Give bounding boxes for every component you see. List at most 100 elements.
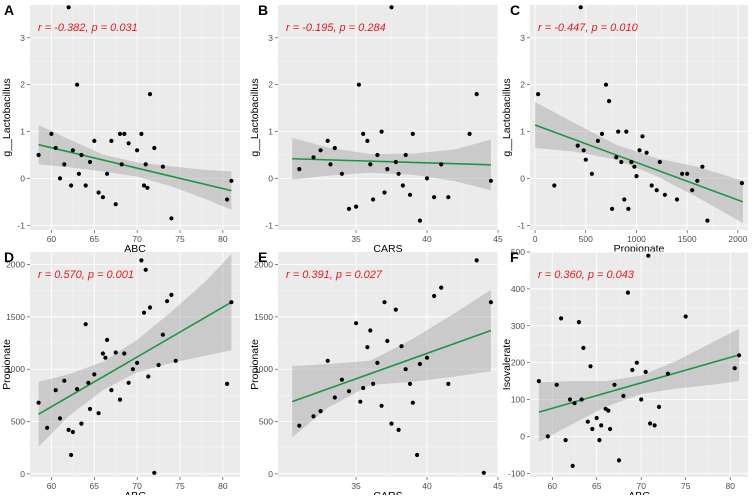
data-point (160, 164, 165, 169)
x-tick-label: 60 (47, 481, 57, 491)
data-point (325, 358, 330, 363)
data-point (385, 167, 390, 172)
y-tick-label: -1 (517, 220, 525, 230)
data-point (625, 290, 631, 295)
panel-c: 0 500 1000 1500 2000-10123Propionateg__Lacto… (501, 2, 748, 255)
x-tick-label: 1500 (678, 234, 697, 244)
data-point (100, 195, 105, 200)
y-tick-label: 3 (20, 33, 25, 43)
data-point (588, 364, 593, 369)
panel-letter-d: D (4, 249, 14, 265)
x-tick-label: 500 (579, 234, 593, 244)
gridlines-f (530, 251, 748, 477)
data-points-e (297, 258, 493, 475)
data-point (103, 355, 108, 360)
data-point (117, 131, 123, 136)
data-point (92, 372, 97, 377)
correlation-label-e: r = 0.391, p = 0.027 (286, 269, 383, 281)
data-point (368, 162, 373, 167)
data-point (62, 162, 67, 167)
data-point (415, 452, 420, 458)
panel-letter-a: A (4, 2, 14, 18)
data-point (624, 129, 629, 134)
data-point (371, 381, 376, 386)
y-axis-title-f: Isovalerate (501, 339, 513, 391)
data-point (575, 143, 580, 148)
data-point (552, 183, 557, 188)
data-point (614, 155, 619, 160)
data-point (629, 159, 634, 165)
data-point (87, 406, 93, 412)
data-point (371, 197, 376, 202)
plot-background-a (30, 5, 240, 230)
x-tick-label: 80 (218, 481, 228, 491)
data-point (396, 171, 401, 176)
data-point (467, 131, 472, 136)
plot-background-d (30, 252, 240, 477)
data-point (634, 174, 639, 179)
data-point (400, 183, 405, 188)
data-point (576, 320, 582, 325)
data-point (365, 138, 370, 143)
gridlines-e (278, 252, 499, 477)
data-point (407, 192, 413, 197)
x-tick-label: 40 (422, 481, 432, 491)
correlation-label-c: r = -0.447, p = 0.010 (538, 22, 639, 34)
data-point (446, 195, 451, 200)
y-tick-label: 1 (20, 127, 25, 137)
y-tick-label: 2 (20, 80, 25, 90)
y-tick-label: 200 (511, 358, 525, 368)
correlation-label-a: r = -0.382, p = 0.031 (38, 22, 138, 34)
data-point (594, 415, 599, 421)
data-point (536, 379, 542, 384)
data-point (79, 152, 84, 158)
data-point (339, 377, 344, 382)
data-point (339, 171, 344, 176)
data-point (146, 374, 151, 379)
x-tick-label: 45 (493, 234, 503, 244)
panel-f: 60 65 70 75 80 -100 0 100 200 300 400 500 ABC Isovale… (501, 247, 748, 500)
x-tick-label: 65 (592, 481, 602, 491)
y-tick-label: 500 (11, 417, 25, 427)
data-point (165, 299, 170, 304)
y-tick-label: 1 (268, 127, 273, 137)
data-point (113, 202, 118, 207)
data-point (662, 192, 668, 197)
data-point (737, 353, 742, 358)
x-tick-label: 35 (351, 481, 361, 491)
data-point (311, 414, 316, 419)
data-point (70, 429, 75, 435)
data-point (403, 367, 408, 372)
data-point (474, 258, 479, 263)
y-tick-label: 0 (268, 173, 273, 183)
data-point (109, 388, 114, 393)
data-point (570, 463, 575, 468)
axis-ticks-d: 60 65 70 75 80 0 500 1000 1500 2000 (6, 260, 228, 491)
panel-letter-f: F (510, 249, 519, 265)
y-tick-label: 1500 (254, 312, 273, 322)
data-point (399, 344, 404, 349)
data-point (122, 131, 127, 136)
data-point (130, 367, 135, 372)
data-point (654, 188, 659, 193)
data-point (57, 176, 63, 181)
y-tick-label: 2 (268, 80, 273, 90)
data-point (297, 167, 302, 172)
data-point (690, 188, 695, 193)
panel-d: 60 65 70 75 80 0 500 1000 1500 2000 ABC Propionate r… (1, 249, 240, 500)
regression-line-e (291, 329, 492, 403)
data-point (379, 403, 384, 408)
data-point (640, 134, 645, 139)
x-tick-label: 0 (533, 234, 538, 244)
data-point (141, 310, 147, 315)
data-point (630, 367, 635, 373)
data-point (739, 181, 745, 186)
data-point (36, 400, 41, 405)
data-point (488, 178, 493, 183)
data-point (49, 131, 54, 136)
data-point (683, 314, 688, 319)
data-points-f (536, 253, 742, 468)
data-point (559, 316, 564, 321)
